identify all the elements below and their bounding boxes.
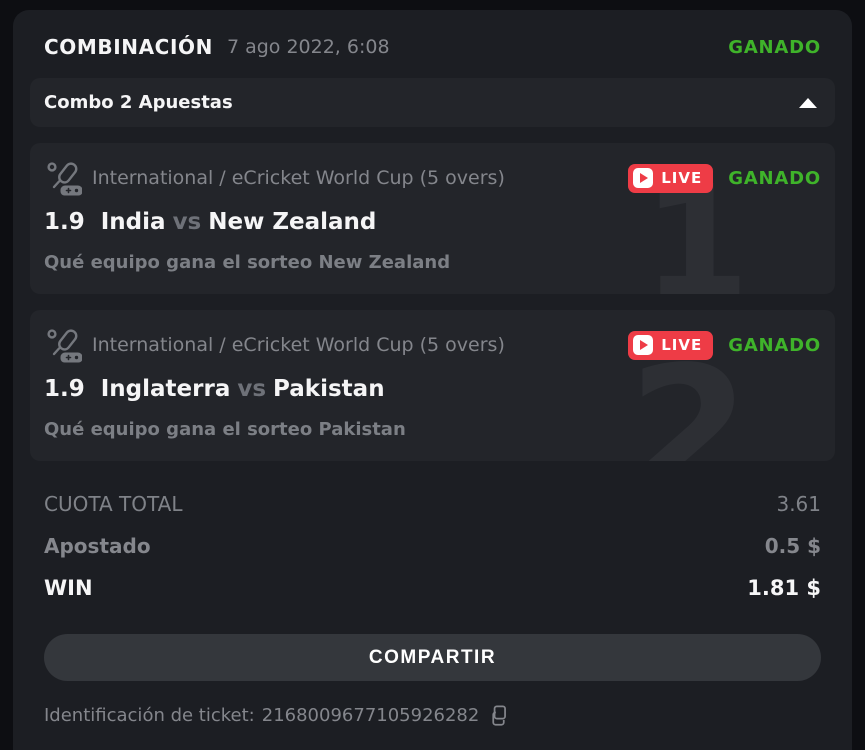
vs-label: vs: [172, 209, 202, 235]
ticket-status-badge: GANADO: [728, 36, 821, 58]
share-button[interactable]: COMPARTIR: [44, 634, 821, 681]
home-team: India: [100, 209, 166, 235]
away-team: New Zealand: [208, 209, 377, 235]
ticket-id-value: 2168009677105926282: [261, 705, 480, 726]
copy-icon[interactable]: [488, 704, 509, 727]
bet-odds: 1.9: [44, 376, 85, 402]
live-badge: LIVE: [628, 163, 714, 193]
bet-item-2: 2 International / eCricket World Cup (5 …: [30, 310, 835, 461]
vs-label: vs: [237, 376, 267, 402]
total-odds-label: CUOTA TOTAL: [44, 492, 183, 516]
stake-row: Apostado 0.5 $: [30, 525, 835, 567]
ecricket-icon: [47, 329, 82, 363]
win-row: WIN 1.81 $: [30, 567, 835, 609]
bet-index-watermark: 2: [628, 330, 750, 461]
ticket-type-title: COMBINACIÓN: [44, 35, 213, 59]
ticket-id-label: Identificación de ticket:: [44, 705, 255, 726]
bet-item-1: 1 International / eCricket World Cup (5 …: [30, 143, 835, 294]
live-play-icon: [633, 168, 654, 188]
live-badge: LIVE: [628, 330, 714, 360]
bet-odds: 1.9: [44, 209, 85, 235]
market-selection-label: Qué equipo gana el sorteo Pakistan: [44, 419, 406, 440]
bet-status-badge: GANADO: [728, 167, 821, 189]
ticket-header: COMBINACIÓN 7 ago 2022, 6:08 GANADO: [30, 10, 835, 78]
total-odds-row: CUOTA TOTAL 3.61: [30, 483, 835, 525]
market-selection-label: Qué equipo gana el sorteo New Zealand: [44, 252, 451, 273]
ticket-id-row: Identificación de ticket: 21680096771059…: [30, 704, 835, 727]
live-play-icon: [633, 335, 654, 355]
stake-label: Apostado: [44, 534, 151, 558]
bet-ticket-card: COMBINACIÓN 7 ago 2022, 6:08 GANADO Comb…: [13, 10, 852, 750]
home-team: Inglaterra: [100, 376, 231, 402]
match-title: 1.9 India vs New Zealand: [44, 209, 821, 235]
ticket-summary: CUOTA TOTAL 3.61 Apostado 0.5 $ WIN 1.81…: [30, 477, 835, 609]
away-team: Pakistan: [273, 376, 385, 402]
chevron-up-icon[interactable]: [799, 97, 817, 108]
combo-label: Combo 2 Apuestas: [44, 92, 233, 113]
stake-value: 0.5 $: [764, 534, 821, 558]
win-label: WIN: [44, 576, 93, 600]
league-label: International / eCricket World Cup (5 ov…: [92, 167, 505, 189]
league-label: International / eCricket World Cup (5 ov…: [92, 334, 505, 356]
match-title: 1.9 Inglaterra vs Pakistan: [44, 376, 821, 402]
ticket-date: 7 ago 2022, 6:08: [226, 36, 390, 58]
ecricket-icon: [47, 162, 82, 196]
win-value: 1.81 $: [747, 576, 821, 600]
total-odds-value: 3.61: [776, 492, 821, 516]
combo-collapse-bar[interactable]: Combo 2 Apuestas: [30, 78, 835, 127]
bet-status-badge: GANADO: [728, 334, 821, 356]
